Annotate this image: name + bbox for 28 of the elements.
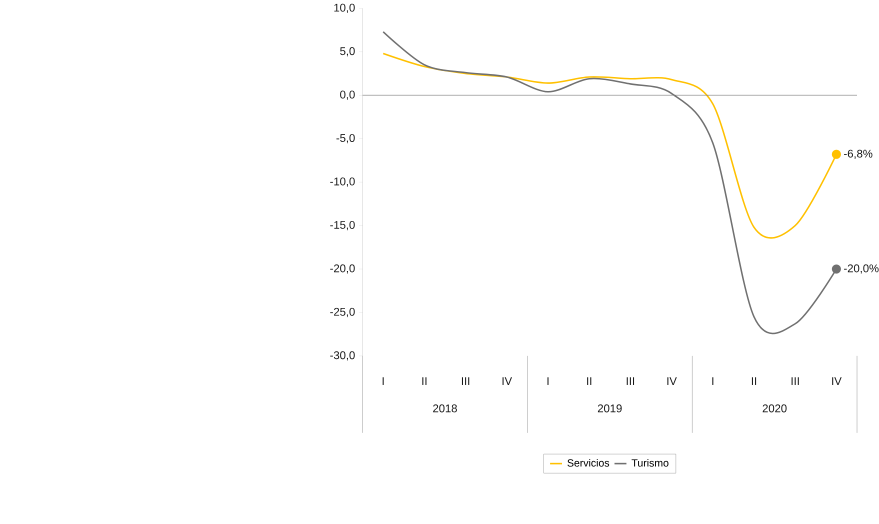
data-label: -6,8% [844,150,872,160]
text: 2019 [598,404,622,413]
y-tick-label: -10,0 [330,178,355,187]
x-tick-label: IV [832,377,842,386]
text: 2018 [433,404,457,413]
x-tick-label: III [792,377,799,386]
x-tick-label: III [626,377,634,386]
y-tick-label: 10,0 [334,4,355,14]
y-tick-label: 5,0 [340,47,355,57]
data-label: -20,0% [844,264,879,274]
x-tick-label: II [752,377,756,386]
y-tick-label: -20,0 [330,264,355,274]
x-tick-label: I [547,377,549,386]
y-tick-label: -25,0 [330,308,355,318]
x-tick-label: IV [502,377,512,386]
y-tick-label: -30,0 [330,351,355,361]
x-tick-label: III [462,377,470,386]
x-tick-label: IV [667,377,677,386]
x-tick-label: I [712,377,714,386]
legend-label: Servicios [567,459,610,467]
y-tick-label: -15,0 [330,221,355,230]
y-tick-label: 0,0 [340,90,355,100]
x-tick-label: II [587,377,592,386]
text: 2020 [762,404,787,413]
y-tick-label: -5,0 [336,134,355,144]
x-tick-label: I [382,377,384,386]
x-tick-label: II [422,377,426,386]
legend-label: Turismo [632,459,668,467]
